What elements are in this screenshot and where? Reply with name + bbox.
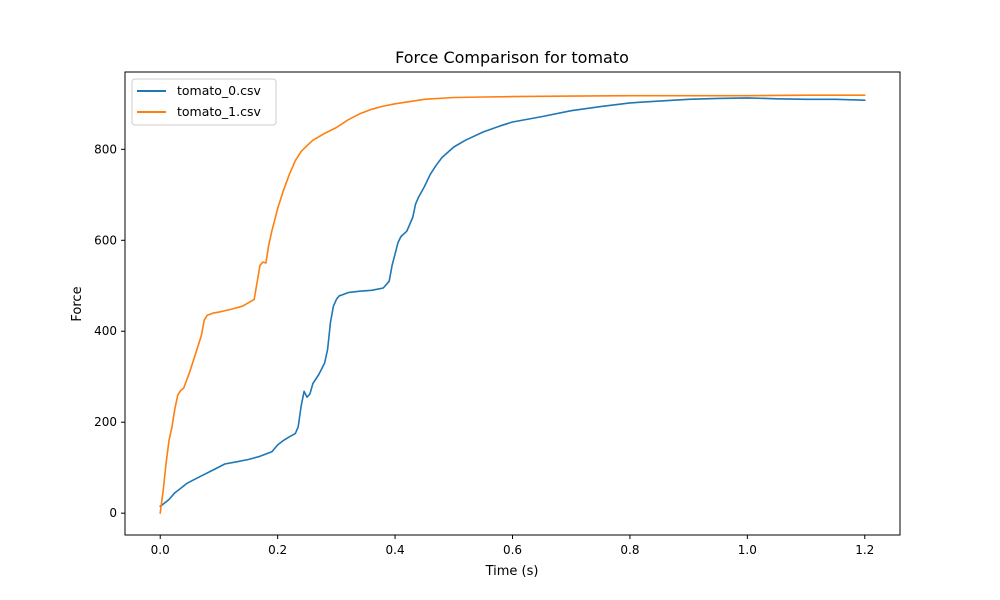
x-tick-label: 1.2 <box>855 543 874 557</box>
y-tick-label: 600 <box>94 233 117 247</box>
y-tick-label: 400 <box>94 324 117 338</box>
x-tick-label: 0.8 <box>620 543 639 557</box>
y-tick-label: 200 <box>94 415 117 429</box>
x-tick-label: 0.0 <box>151 543 170 557</box>
x-axis-label: Time (s) <box>485 564 539 579</box>
y-axis-label: Force <box>70 286 85 321</box>
x-axis: 0.0 0.2 0.4 0.6 0.8 1.0 1.2 <box>151 535 874 557</box>
legend-label-tomato-0: tomato_0.csv <box>177 83 261 98</box>
plot-series <box>159 94 866 515</box>
chart-title: Force Comparison for tomato <box>395 48 629 67</box>
x-tick-label: 0.4 <box>386 543 405 557</box>
legend-label-tomato-1: tomato_1.csv <box>177 104 261 119</box>
series-line-tomato-0-csv <box>159 97 866 508</box>
y-axis: 0 200 400 600 800 <box>94 142 125 520</box>
x-tick-label: 0.6 <box>503 543 522 557</box>
legend-box <box>131 78 277 126</box>
series-line-tomato-1-csv <box>159 94 866 515</box>
y-tick-label: 800 <box>94 142 117 156</box>
x-tick-label: 0.2 <box>268 543 287 557</box>
x-tick-label: 1.0 <box>738 543 757 557</box>
y-tick-label: 0 <box>109 506 117 520</box>
legend: tomato_0.csv tomato_1.csv <box>131 78 277 126</box>
